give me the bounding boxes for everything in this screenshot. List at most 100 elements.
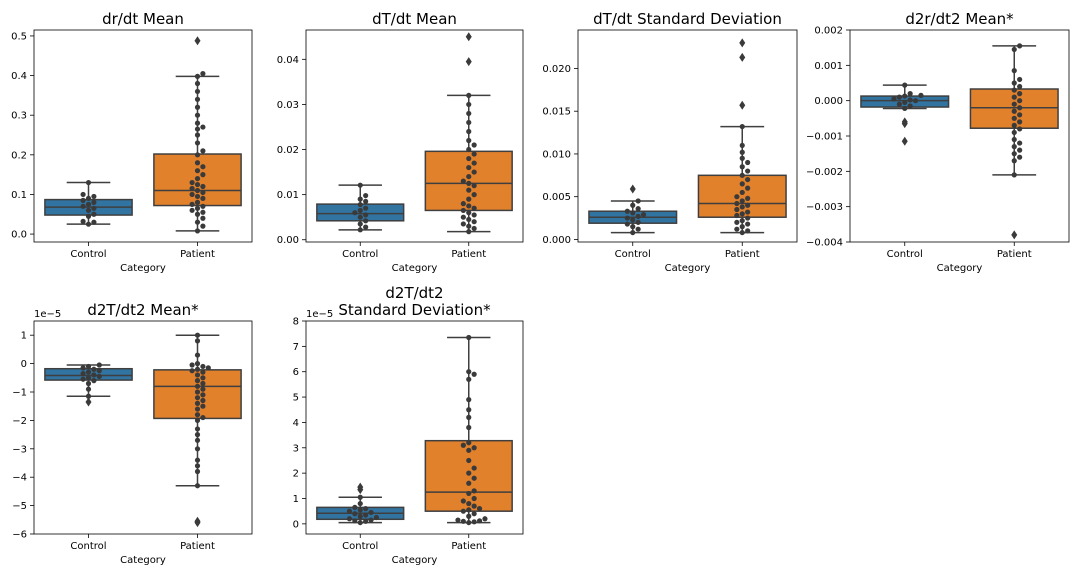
y-tick-label: 4 bbox=[293, 418, 299, 429]
x-tick-label: Patient bbox=[451, 541, 486, 552]
swarm-point bbox=[739, 229, 745, 236]
y-tick-label: −0.002 bbox=[806, 167, 843, 178]
swarm-point bbox=[466, 440, 472, 446]
swarm-point bbox=[635, 213, 641, 219]
swarm-point bbox=[194, 332, 201, 338]
swarm-point bbox=[739, 155, 745, 161]
subplot-1: dr/dt Mean 0.0 0.1 0.2 0.3 0.4 0.5 Control Patie… bbox=[11, 10, 253, 274]
swarm-point bbox=[194, 383, 201, 389]
subplot-title: dr/dt Mean bbox=[102, 10, 184, 28]
swarm-point bbox=[363, 192, 369, 199]
x-axis-label: Category bbox=[937, 263, 983, 274]
x-tick-label: Control bbox=[342, 541, 378, 552]
swarm-point bbox=[194, 120, 201, 126]
subplot-title: dT/dt Mean bbox=[372, 10, 457, 28]
swarm-point bbox=[200, 386, 206, 392]
swarm-point bbox=[189, 185, 195, 192]
y-tick-label: −0.003 bbox=[806, 202, 843, 213]
swarm-point bbox=[80, 365, 86, 371]
swarm-point bbox=[357, 201, 363, 208]
y-tick-label: 0.002 bbox=[814, 26, 843, 37]
y-tick-label: 0.5 bbox=[11, 31, 27, 42]
swarm-point bbox=[466, 155, 472, 162]
swarm-point bbox=[200, 70, 206, 77]
swarm-point bbox=[471, 519, 477, 525]
swarm-point bbox=[1011, 136, 1017, 143]
y-tick-label: 8 bbox=[293, 317, 299, 328]
y-tick-label: 1 bbox=[21, 331, 27, 342]
swarm-point bbox=[745, 159, 751, 166]
outlier-point bbox=[739, 38, 746, 48]
swarm-point bbox=[460, 498, 466, 504]
swarm-point bbox=[194, 88, 201, 95]
swarm-point bbox=[734, 212, 740, 219]
swarm-point bbox=[357, 513, 363, 519]
swarm-point bbox=[194, 463, 201, 469]
swarm-point bbox=[189, 179, 195, 186]
swarm-point bbox=[734, 206, 740, 213]
swarm-point bbox=[1011, 115, 1017, 121]
outlier-point bbox=[739, 100, 746, 110]
swarm-point bbox=[739, 224, 745, 230]
swarm-point bbox=[466, 223, 472, 229]
outlier-point bbox=[901, 117, 908, 127]
swarm-point bbox=[200, 363, 206, 370]
outlier-point bbox=[629, 184, 636, 194]
outlier-point bbox=[194, 518, 201, 528]
x-tick-label: Control bbox=[887, 249, 923, 260]
swarm-point bbox=[471, 503, 477, 509]
y-tick-label: 3 bbox=[293, 443, 299, 454]
swarm-point bbox=[363, 212, 369, 218]
swarm-point bbox=[466, 519, 472, 526]
x-tick-label: Patient bbox=[451, 249, 486, 260]
swarm-point bbox=[624, 215, 630, 221]
swarm-point bbox=[200, 215, 206, 221]
y-tick-label: 0.000 bbox=[814, 96, 843, 107]
swarm-point bbox=[194, 187, 201, 194]
swarm-point bbox=[194, 104, 201, 110]
swarm-point bbox=[1011, 172, 1017, 178]
swarm-point bbox=[200, 172, 206, 178]
swarm-point bbox=[912, 98, 919, 104]
swarm-point bbox=[455, 517, 461, 523]
swarm-point bbox=[194, 96, 201, 102]
swarm-point bbox=[363, 506, 369, 512]
swarm-point bbox=[200, 183, 206, 190]
swarm-point bbox=[357, 494, 363, 500]
swarm-point bbox=[739, 211, 745, 217]
subplot-5: d2T/dt2 Mean* −6 −5 −4 −3 −2 −1 0 1 1e−5 Control Pa… bbox=[12, 301, 253, 566]
swarm-point bbox=[466, 164, 472, 171]
swarm-point bbox=[1011, 80, 1017, 86]
swarm-point bbox=[471, 151, 477, 157]
swarm-point bbox=[194, 126, 201, 132]
swarm-point bbox=[466, 137, 472, 144]
x-tick-label: Control bbox=[70, 541, 106, 552]
swarm-point bbox=[739, 164, 745, 170]
swarm-point bbox=[194, 437, 201, 443]
swarm-point bbox=[1011, 122, 1017, 128]
swarm-point bbox=[194, 457, 201, 463]
swarm-point bbox=[902, 105, 908, 112]
swarm-point bbox=[363, 205, 369, 211]
swarm-point bbox=[352, 210, 358, 216]
swarm-point bbox=[194, 160, 201, 166]
outlier-point bbox=[901, 136, 908, 146]
swarm-point bbox=[200, 380, 206, 387]
swarm-point bbox=[482, 516, 488, 522]
x-axis-label: Category bbox=[392, 263, 438, 274]
swarm-point bbox=[200, 369, 206, 375]
swarm-point bbox=[91, 378, 97, 384]
swarm-point bbox=[630, 224, 636, 230]
swarm-point bbox=[466, 424, 472, 431]
swarm-point bbox=[635, 206, 641, 212]
swarm-point bbox=[96, 373, 102, 379]
swarm-point bbox=[85, 195, 92, 202]
subplot-title: dT/dt Standard Deviation bbox=[593, 10, 782, 28]
x-tick-label: Patient bbox=[725, 249, 760, 260]
y-tick-label: −0.001 bbox=[806, 132, 843, 143]
plot-frame bbox=[577, 29, 798, 243]
outlier-point bbox=[739, 52, 746, 62]
swarm-point bbox=[745, 221, 751, 227]
